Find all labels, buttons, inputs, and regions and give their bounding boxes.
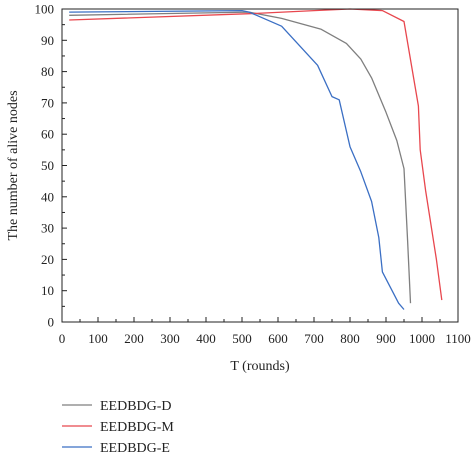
y-tick-label: 40 xyxy=(41,189,54,204)
y-tick-label: 90 xyxy=(41,33,54,48)
x-axis-label: T (rounds) xyxy=(230,359,290,374)
series-line-2 xyxy=(69,8,443,301)
x-tick-label: 0 xyxy=(59,331,66,346)
legend-label-1: EEDBDG-D xyxy=(100,399,172,414)
x-tick-label: 300 xyxy=(160,331,180,346)
series-line-1 xyxy=(69,11,412,304)
legend-label-2: EEDBDG-M xyxy=(100,420,174,435)
x-tick-label: 1000 xyxy=(409,331,435,346)
x-tick-label: 600 xyxy=(268,331,288,346)
legend: EEDBDG-D EEDBDG-M EEDBDG-E xyxy=(62,399,174,456)
x-tick-label: 200 xyxy=(124,331,144,346)
x-tick-label: 1100 xyxy=(445,331,471,346)
y-tick-label: 80 xyxy=(41,64,54,79)
y-tick-label: 20 xyxy=(41,252,54,267)
series-line-3 xyxy=(69,9,405,310)
x-tick-label: 700 xyxy=(304,331,324,346)
x-tick-label: 100 xyxy=(88,331,108,346)
y-tick-label: 70 xyxy=(41,95,54,110)
y-tick-label: 0 xyxy=(48,315,55,330)
legend-label-3: EEDBDG-E xyxy=(100,441,170,456)
x-tick-label: 800 xyxy=(340,331,360,346)
y-axis-label: The number of alive nodes xyxy=(6,90,21,240)
plot-frame xyxy=(61,8,459,323)
x-tick-label: 400 xyxy=(196,331,216,346)
plot-area xyxy=(69,8,443,310)
y-tick-label: 50 xyxy=(41,158,54,173)
axes: 0 100 200 300 400 500 600 700 800 900 1000 1100 0 10 2… xyxy=(6,2,471,375)
y-tick-label: 100 xyxy=(35,2,55,17)
y-tick-label: 10 xyxy=(41,283,54,298)
x-tick-label: 500 xyxy=(232,331,252,346)
y-tick-label: 30 xyxy=(41,221,54,236)
y-tick-label: 60 xyxy=(41,127,54,142)
x-tick-label: 900 xyxy=(376,331,396,346)
